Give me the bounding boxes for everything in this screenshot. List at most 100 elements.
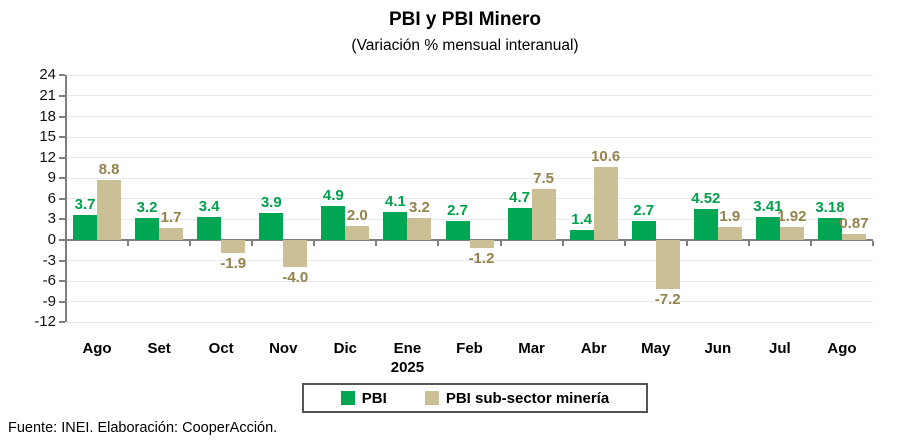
gridline <box>66 74 873 76</box>
y-axis-label: 18 <box>39 107 56 125</box>
legend-label-pbi: PBI <box>361 389 387 407</box>
legend-swatch-mineria <box>424 391 439 405</box>
x-axis-tick <box>313 241 316 246</box>
bar-pbi <box>321 206 346 240</box>
x-axis-tick <box>685 241 688 246</box>
bar-pbi <box>507 207 532 240</box>
legend-item-pbi: PBI <box>340 389 387 407</box>
bar-pbi <box>569 230 594 240</box>
value-label-pbi: 4.7 <box>509 188 530 206</box>
y-axis-label: 9 <box>47 169 56 187</box>
x-axis-tick <box>251 241 254 246</box>
x-axis-tick <box>375 241 378 246</box>
x-axis-tick <box>499 241 502 246</box>
chart-title: PBI y PBI Minero <box>388 9 542 30</box>
y-axis-label: -12 <box>34 313 56 331</box>
legend: PBI PBI sub-sector minería <box>302 383 648 413</box>
y-axis-label: -9 <box>42 292 56 310</box>
value-label-pbi: 2.7 <box>633 202 655 220</box>
y-axis-tick <box>59 218 65 221</box>
bar-mineria <box>469 240 494 249</box>
value-label-mineria: -1.2 <box>468 250 495 268</box>
y-axis-line <box>65 75 67 323</box>
value-label-pbi: 3.2 <box>136 199 158 217</box>
gridline <box>66 280 873 282</box>
legend-label-mineria: PBI sub-sector minería <box>445 389 610 407</box>
x-axis-label: Mar <box>518 340 545 357</box>
x-axis-tick <box>127 241 130 246</box>
bar-pbi <box>73 214 98 240</box>
value-label-mineria: 2.0 <box>346 207 368 225</box>
bar-pbi <box>631 221 656 240</box>
value-label-mineria: 7.5 <box>533 169 554 187</box>
y-axis-label: 6 <box>47 189 56 207</box>
gridline <box>66 321 873 323</box>
value-label-mineria: 1.7 <box>160 209 182 227</box>
y-axis-label: -3 <box>42 251 56 269</box>
bar-mineria <box>717 226 742 240</box>
gridline <box>66 157 873 159</box>
legend-swatch-pbi <box>340 391 355 405</box>
x-axis-tick <box>747 241 750 246</box>
bar-pbi <box>817 218 842 240</box>
value-label-mineria: -7.2 <box>654 291 681 309</box>
x-axis-tick <box>623 241 626 246</box>
bar-mineria <box>593 167 618 240</box>
gridline <box>66 301 873 303</box>
value-label-mineria: -1.9 <box>220 255 247 273</box>
x-axis-label: Ago <box>827 340 857 357</box>
x-axis-label: Jul <box>769 340 791 357</box>
gridline <box>66 260 873 262</box>
value-label-mineria: 8.8 <box>98 160 120 178</box>
legend-item-mineria: PBI sub-sector minería <box>424 389 610 407</box>
y-axis-tick <box>59 197 65 200</box>
bar-mineria <box>531 188 556 240</box>
value-label-mineria: 3.2 <box>408 199 430 217</box>
y-axis-tick <box>59 321 65 324</box>
value-label-pbi: 3.18 <box>815 199 845 217</box>
y-axis-label: 21 <box>39 86 56 104</box>
x-axis-year-label: 2025 <box>390 359 425 376</box>
y-axis-tick <box>59 136 65 139</box>
value-label-pbi: 3.7 <box>74 195 96 213</box>
y-axis-label: 0 <box>47 231 56 248</box>
value-label-pbi: 3.41 <box>753 197 783 215</box>
y-axis-label: 15 <box>39 128 56 146</box>
y-axis-tick <box>59 280 65 283</box>
value-label-mineria: 10.6 <box>591 148 621 166</box>
value-label-pbi: 4.9 <box>322 187 344 205</box>
chart-subtitle: (Variación % mensual interanual) <box>351 37 579 54</box>
value-label-mineria: 1.9 <box>719 207 741 225</box>
x-axis-label: Oct <box>208 340 234 357</box>
bar-pbi <box>383 211 408 240</box>
x-axis-label: Ago <box>82 340 112 357</box>
x-axis-label: Set <box>147 340 171 357</box>
bar-mineria <box>841 234 866 240</box>
value-label-mineria: 0.87 <box>839 215 869 233</box>
gridline <box>66 116 873 117</box>
x-axis-label: May <box>641 340 671 357</box>
value-label-mineria: 1.92 <box>777 207 807 225</box>
x-axis-tick <box>189 241 192 246</box>
y-axis-label: 24 <box>39 66 56 84</box>
bar-mineria <box>221 240 246 254</box>
value-label-pbi: 4.52 <box>691 189 721 207</box>
y-axis-tick <box>59 259 65 262</box>
x-axis-label: Abr <box>580 340 607 357</box>
gridline <box>66 177 873 179</box>
gridline <box>66 218 873 220</box>
y-axis-label: 3 <box>47 210 56 228</box>
bar-mineria <box>283 240 308 268</box>
value-label-pbi: 3.9 <box>260 194 282 212</box>
bar-pbi <box>197 216 222 240</box>
gridline <box>66 198 873 200</box>
value-label-pbi: 3.4 <box>198 197 220 215</box>
x-axis-tick <box>872 241 874 246</box>
bar-mineria <box>97 179 122 240</box>
gridline <box>66 95 873 97</box>
bar-mineria <box>345 226 370 240</box>
value-label-pbi: 4.1 <box>384 192 406 210</box>
x-axis-label: Jun <box>704 340 732 357</box>
